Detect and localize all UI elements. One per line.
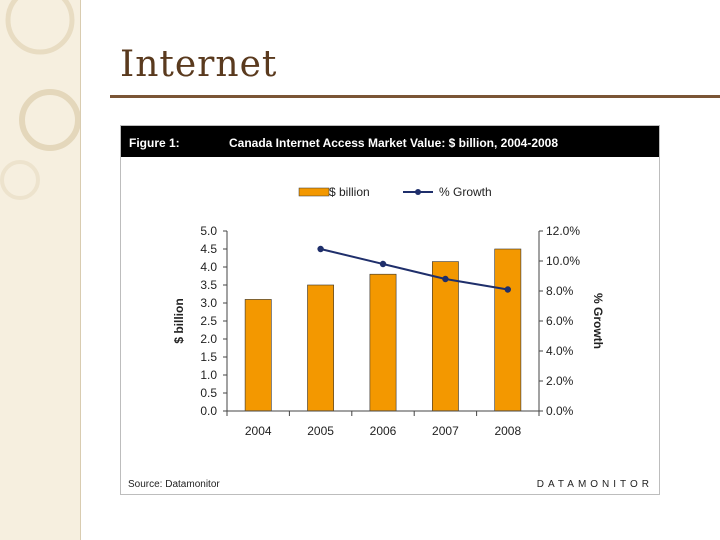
- y2-axis-label: % Growth: [591, 293, 605, 349]
- left-tick-label: 3.5: [200, 278, 217, 292]
- figure-header: Figure 1: Canada Internet Access Market …: [121, 126, 659, 157]
- growth-line: [320, 248, 508, 291]
- bar-2007: [431, 261, 459, 412]
- figure-label: Figure 1:: [129, 136, 180, 150]
- x-tick-label: 2006: [370, 424, 397, 438]
- right-tick-label: 0.0%: [546, 404, 574, 418]
- left-tick-label: 0.0: [200, 404, 217, 418]
- y-axis-label: $ billion: [172, 298, 186, 343]
- figure-brand: DATAMONITOR: [536, 479, 653, 490]
- bar-2005: [307, 284, 335, 412]
- title-divider: [110, 95, 720, 98]
- growth-point-2006: [379, 260, 387, 268]
- growth-point-2005: [317, 245, 324, 253]
- slide-title: Internet: [120, 44, 278, 85]
- growth-point-2008: [504, 286, 511, 293]
- left-tick-label: 2.5: [200, 314, 217, 328]
- x-tick-label: 2007: [432, 424, 459, 438]
- chart-title: Canada Internet Access Market Value: $ b…: [229, 136, 559, 150]
- decorative-left-strip: [0, 0, 81, 540]
- right-tick-label: 12.0%: [546, 224, 580, 238]
- x-tick-label: 2004: [245, 424, 272, 438]
- right-tick-label: 2.0%: [546, 374, 574, 388]
- left-tick-label: 1.5: [200, 350, 217, 364]
- x-tick-label: 2008: [494, 424, 521, 438]
- bar-2004: [244, 299, 272, 412]
- chart-figure: Figure 1: Canada Internet Access Market …: [120, 125, 660, 495]
- right-tick-label: 6.0%: [546, 314, 574, 328]
- right-tick-label: 8.0%: [546, 284, 574, 298]
- decorative-circles-icon: [0, 0, 80, 200]
- legend-marker: [415, 189, 421, 195]
- left-tick-label: 0.5: [200, 386, 217, 400]
- growth-point-2007: [442, 275, 449, 283]
- legend-swatch-bar: [298, 187, 330, 197]
- left-tick-label: 3.0: [200, 296, 217, 310]
- left-tick-label: 4.0: [200, 260, 217, 274]
- chart-legend: $ billion % Growth: [298, 185, 492, 199]
- bar-2006: [369, 273, 397, 412]
- x-tick-label: 2005: [307, 424, 334, 438]
- bar-2008: [494, 248, 522, 412]
- left-tick-label: 4.5: [200, 242, 217, 256]
- figure-source: Source: Datamonitor: [128, 479, 220, 490]
- legend-label-bar: $ billion: [329, 185, 370, 199]
- left-tick-label: 5.0: [200, 224, 217, 238]
- right-tick-label: 4.0%: [546, 344, 574, 358]
- chart-svg: $ billion % Growth 0.0 0.5 1.0 1.5 2.0 2.5 3.0 3…: [172, 185, 605, 438]
- left-tick-label: 1.0: [200, 368, 217, 382]
- left-tick-label: 2.0: [200, 332, 217, 346]
- legend-label-line: % Growth: [439, 185, 492, 199]
- right-tick-label: 10.0%: [546, 254, 580, 268]
